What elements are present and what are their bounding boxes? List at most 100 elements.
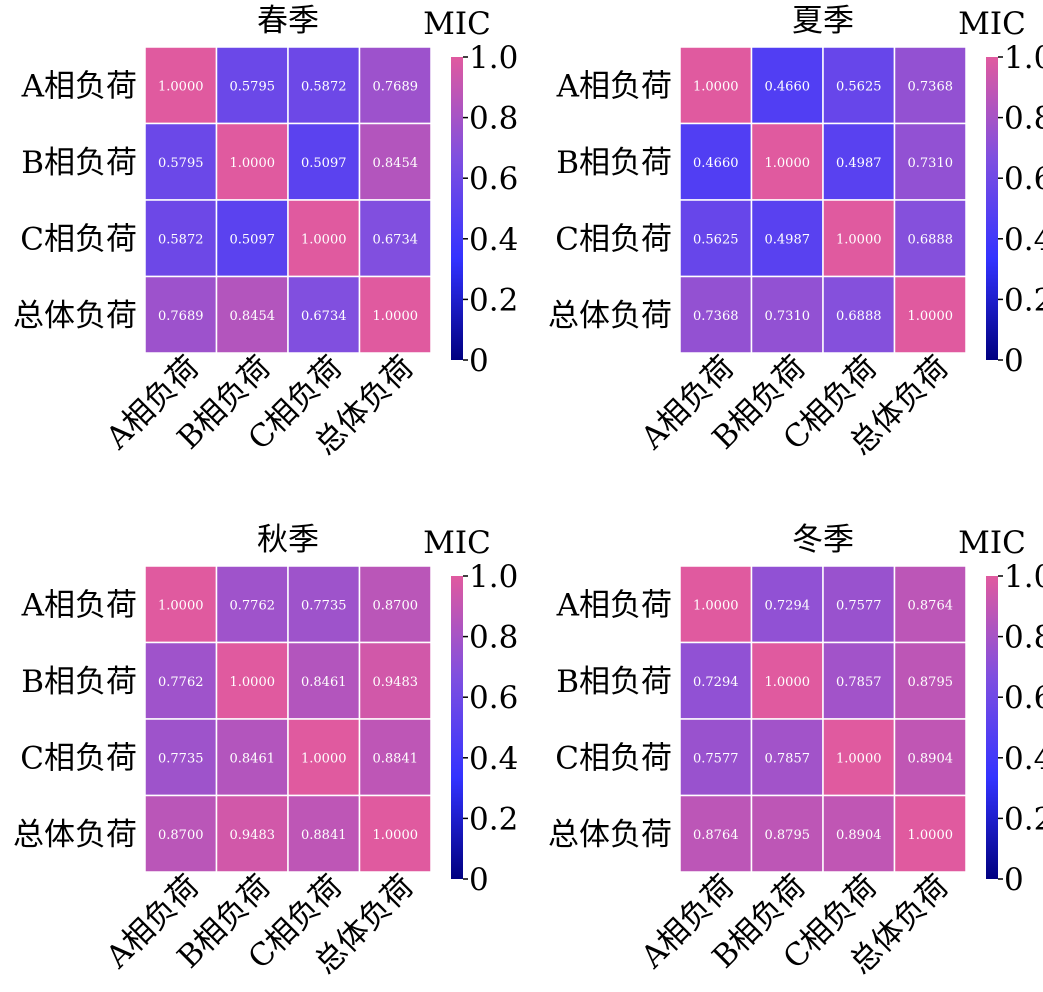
heatmap-panel: 秋季 1.0000 0.7762 0.7735 0.8700 0.7762 1.0000 0.… (13, 522, 518, 981)
colorbar-tick-label: 0.6 (469, 680, 518, 716)
cell-value-label: 0.5625 (693, 232, 739, 247)
colorbar-tick-label: 0 (469, 862, 489, 898)
cell-value-label: 1.0000 (693, 598, 739, 613)
colorbar-tick-label: 1.0 (1004, 559, 1043, 595)
colorbar-tick-label: 0.2 (469, 801, 518, 837)
heatmap-cell (144, 46, 218, 125)
cell-value-label: 0.7735 (158, 751, 204, 766)
cell-value-label: 0.7310 (908, 156, 954, 171)
heatmap-panel: 冬季 1.0000 0.7294 0.7577 0.8764 0.7294 1.0000 0.… (548, 522, 1043, 981)
cell-value-label: 0.6734 (373, 232, 419, 247)
heatmap-cell (822, 275, 896, 354)
heatmap-cell (750, 794, 824, 873)
heatmap-cell (287, 794, 361, 873)
row-tick-label: B相负荷 (556, 145, 672, 181)
cell-value-label: 0.7310 (765, 309, 811, 324)
colorbar (451, 576, 463, 879)
colorbar-tick-label: 0.4 (1004, 222, 1043, 258)
panel-title: 秋季 (257, 522, 319, 558)
colorbar-tick-label: 0.4 (469, 741, 518, 777)
cell-value-label: 1.0000 (301, 751, 347, 766)
cell-value-label: 0.7762 (230, 598, 276, 613)
cell-value-label: 0.6888 (836, 309, 882, 324)
heatmap-cell (750, 641, 824, 720)
heatmap-cell (215, 718, 289, 797)
colorbar-tick-label: 0 (1004, 343, 1024, 379)
heatmap-cell (144, 275, 218, 354)
heatmap-cell (750, 122, 824, 201)
heatmap-panel: 夏季 1.0000 0.4660 0.5625 0.7368 0.4660 1.0000 0.… (548, 3, 1043, 462)
row-tick-label: B相负荷 (21, 145, 137, 181)
heatmap-cell (822, 199, 896, 278)
row-tick-label: 总体负荷 (548, 817, 672, 853)
heatmap-cell (358, 565, 432, 644)
panel-title: 夏季 (792, 3, 854, 39)
heatmap-cell (215, 122, 289, 201)
heatmap-cell (822, 565, 896, 644)
colorbar-tick-label: 1.0 (469, 40, 518, 76)
row-tick-label: A相负荷 (556, 68, 672, 104)
heatmap-cell (679, 565, 753, 644)
cell-value-label: 0.9483 (230, 828, 276, 843)
colorbar-label: MIC (958, 6, 1026, 42)
colorbar-tick-label: 0.6 (1004, 680, 1043, 716)
colorbar-tick-label: 0.8 (469, 101, 518, 137)
cell-value-label: 0.8841 (373, 751, 419, 766)
cell-value-label: 0.7294 (693, 675, 739, 690)
cell-value-label: 1.0000 (158, 79, 204, 94)
cell-value-label: 0.4660 (765, 79, 811, 94)
colorbar (451, 57, 463, 360)
colorbar-tick-label: 0.8 (469, 620, 518, 656)
cell-value-label: 0.8764 (693, 828, 739, 843)
cell-value-label: 1.0000 (765, 156, 811, 171)
cell-value-label: 0.6888 (908, 232, 954, 247)
heatmap-cell (893, 718, 967, 797)
heatmap-cell (679, 199, 753, 278)
cell-value-label: 0.8795 (908, 675, 954, 690)
cell-value-label: 1.0000 (158, 598, 204, 613)
heatmap-cell (750, 199, 824, 278)
heatmap-cell (679, 275, 753, 354)
cell-value-label: 0.4987 (836, 156, 882, 171)
cell-value-label: 1.0000 (301, 232, 347, 247)
row-tick-label: A相负荷 (21, 587, 137, 623)
cell-value-label: 0.4660 (693, 156, 739, 171)
colorbar-tick-label: 0.6 (1004, 161, 1043, 197)
cell-value-label: 0.8904 (908, 751, 954, 766)
heatmap-cell (822, 641, 896, 720)
cell-value-label: 0.7857 (836, 675, 882, 690)
heatmap-cell (358, 122, 432, 201)
colorbar-tick-label: 1.0 (469, 559, 518, 595)
row-tick-label: C相负荷 (20, 221, 137, 257)
cell-value-label: 1.0000 (373, 828, 419, 843)
cell-value-label: 0.7577 (693, 751, 739, 766)
cell-value-label: 0.9483 (373, 675, 419, 690)
cell-value-label: 0.7762 (158, 675, 204, 690)
row-tick-label: B相负荷 (21, 664, 137, 700)
row-tick-label: 总体负荷 (13, 298, 137, 334)
row-tick-label: B相负荷 (556, 664, 672, 700)
cell-value-label: 0.5625 (836, 79, 882, 94)
cell-value-label: 0.5097 (301, 156, 347, 171)
heatmap-cell (358, 46, 432, 125)
cell-value-label: 0.7689 (373, 79, 419, 94)
cell-value-label: 0.7857 (765, 751, 811, 766)
row-tick-label: A相负荷 (21, 68, 137, 104)
heatmap-cell (750, 46, 824, 125)
cell-value-label: 1.0000 (693, 79, 739, 94)
cell-value-label: 0.7368 (908, 79, 954, 94)
cell-value-label: 0.7368 (693, 309, 739, 324)
colorbar-tick-label: 1.0 (1004, 40, 1043, 76)
colorbar (986, 576, 998, 879)
row-tick-label: 总体负荷 (548, 298, 672, 334)
colorbar (986, 57, 998, 360)
colorbar-tick-label: 0.4 (1004, 741, 1043, 777)
cell-value-label: 0.5872 (158, 232, 204, 247)
cell-value-label: 1.0000 (765, 675, 811, 690)
cell-value-label: 0.8454 (230, 309, 276, 324)
heatmap-cell (893, 794, 967, 873)
heatmap-cell (358, 199, 432, 278)
cell-value-label: 0.7689 (158, 309, 204, 324)
